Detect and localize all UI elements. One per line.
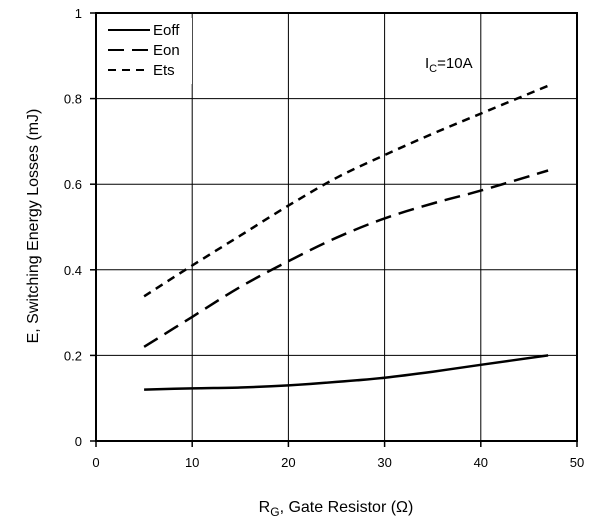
series-line-eon (143, 169, 549, 348)
annotation-sub: C (429, 63, 437, 75)
y-tick-labels: 0 0.2 0.4 0.6 0.8 1 (64, 6, 96, 449)
x-tick-label: 0 (92, 455, 99, 470)
legend-label-eon: Eon (153, 42, 180, 59)
legend-label-ets: Ets (153, 62, 175, 79)
x-tick-label: 50 (570, 455, 584, 470)
y-tick-label: 1 (75, 6, 82, 21)
y-tick-label: 0.8 (64, 92, 82, 107)
y-tick-label: 0.6 (64, 177, 82, 192)
x-tick-label: 40 (474, 455, 488, 470)
y-tick-label: 0.4 (64, 263, 82, 278)
series-line-ets (143, 84, 549, 298)
x-tick-label: 30 (377, 455, 391, 470)
x-tick-label: 10 (185, 455, 199, 470)
current-annotation: IC=10A (425, 55, 473, 75)
y-tick-label: 0 (75, 434, 82, 449)
y-axis-label: E, Switching Energy Losses (mJ) (25, 109, 42, 344)
y-tick-label: 0.2 (64, 348, 82, 363)
x-axis-label-rest: , Gate Resistor (Ω) (280, 499, 414, 516)
series-lines (143, 84, 549, 391)
plot-frame (95, 12, 578, 442)
x-axis-label: RG, Gate Resistor (Ω) (259, 499, 414, 519)
legend-label-eoff: Eoff (153, 22, 180, 39)
annotation-rest: =10A (437, 55, 472, 72)
x-axis-label-sub: G (270, 505, 279, 519)
legend: Eoff Eon Ets (104, 18, 192, 84)
grid-lines (96, 13, 577, 441)
annotation-main: I (425, 55, 429, 72)
x-tick-labels: 0 10 20 30 40 50 (92, 441, 584, 470)
x-tick-label: 20 (281, 455, 295, 470)
x-axis-label-main: R (259, 499, 271, 516)
series-line-eoff (144, 354, 549, 391)
